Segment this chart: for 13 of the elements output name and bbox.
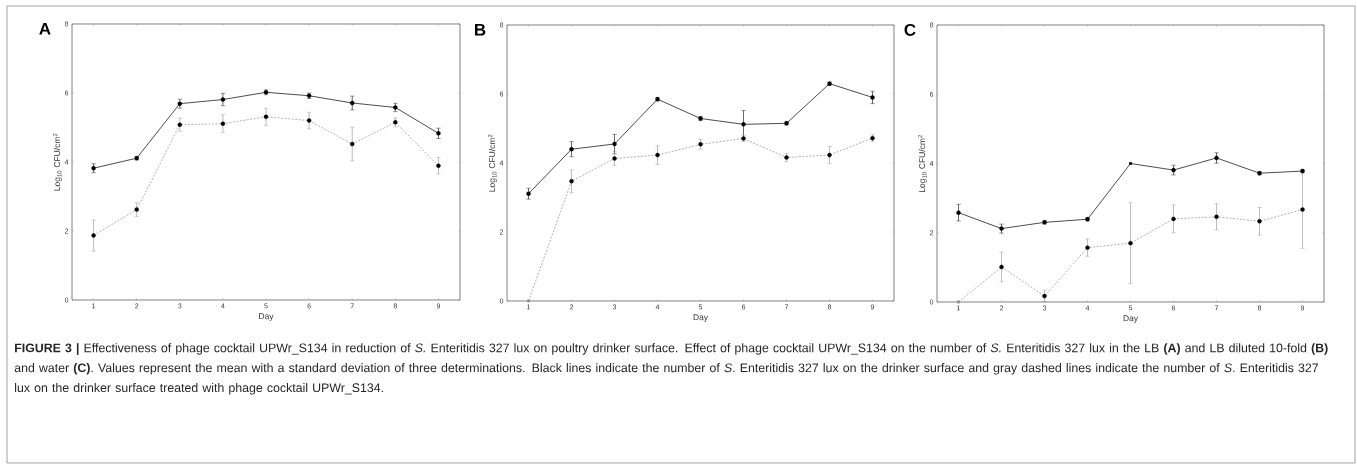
- point: [1129, 162, 1132, 165]
- text: FIGURE 3 | Effectiveness of phage cocktail UPWr_S134 in reduction of S. Enteritidis 327 lux on poultry drinker surface. Effect of phage cocktail UPWr_S134 on the number of S. Enteritidis 327 lux in the LB (A) and LB diluted 10-fold (B) and water (C). Values represent the mean with a standard deviation of three determinations. Black lines indicate the number of S. Enteritidis 327 lux on the drinker surface and gray dashed lines indicate the number of S. Enteritidis 327 lux on the drinker surface treated with phage cocktail UPWr_S134.: [14, 343, 1328, 395]
- x-axis-title: Day: [1123, 315, 1139, 323]
- chart-title: B: [474, 23, 486, 36]
- point: [957, 300, 960, 304]
- x-axis-title: Day: [693, 314, 709, 322]
- x-axis-title: Day: [259, 313, 274, 321]
- chart-title: C: [904, 23, 916, 36]
- y-axis-title: Log$_{10}$ CFU/cm$^{2}$: [918, 135, 927, 193]
- y-axis-title: Log$_{10}$ CFU/cm$^{2}$: [53, 133, 62, 191]
- point: [527, 299, 530, 303]
- chart-title: A: [39, 22, 51, 35]
- y-axis-title: Log$_{10}$ CFU/cm$^{2}$: [488, 134, 497, 192]
